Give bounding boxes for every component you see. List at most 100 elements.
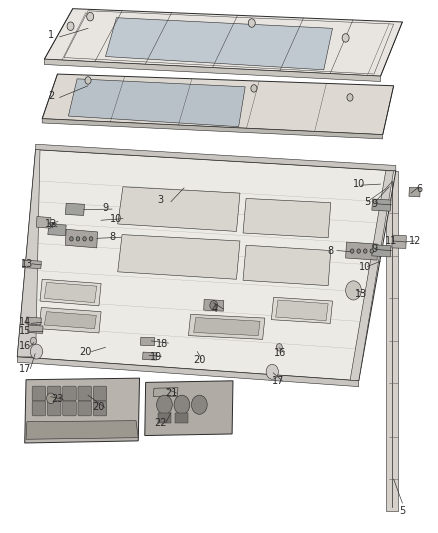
- Polygon shape: [26, 421, 138, 439]
- Text: 9: 9: [371, 245, 377, 254]
- Text: 10: 10: [353, 179, 365, 189]
- Text: 12: 12: [409, 236, 422, 246]
- Circle shape: [357, 249, 360, 253]
- Polygon shape: [145, 381, 233, 435]
- Polygon shape: [409, 187, 420, 197]
- Polygon shape: [44, 312, 96, 329]
- Polygon shape: [204, 300, 224, 311]
- Circle shape: [174, 395, 190, 414]
- Circle shape: [70, 237, 73, 241]
- Circle shape: [347, 94, 353, 101]
- Circle shape: [156, 395, 172, 414]
- Text: 22: 22: [154, 418, 166, 429]
- Text: 23: 23: [51, 394, 64, 405]
- Polygon shape: [392, 235, 406, 248]
- Polygon shape: [243, 198, 331, 238]
- Polygon shape: [26, 317, 41, 325]
- Text: 8: 8: [109, 232, 115, 243]
- FancyBboxPatch shape: [47, 386, 61, 401]
- Polygon shape: [243, 245, 331, 286]
- Text: 20: 20: [193, 354, 205, 365]
- Text: 14: 14: [18, 317, 31, 327]
- Text: 12: 12: [45, 219, 57, 229]
- Polygon shape: [44, 282, 97, 303]
- Circle shape: [30, 337, 36, 345]
- Polygon shape: [372, 199, 391, 211]
- Text: 11: 11: [385, 236, 398, 246]
- Circle shape: [266, 365, 279, 379]
- Text: 19: 19: [149, 352, 162, 362]
- Polygon shape: [68, 79, 245, 127]
- Polygon shape: [143, 352, 157, 360]
- Polygon shape: [36, 216, 51, 228]
- Circle shape: [85, 77, 91, 84]
- FancyBboxPatch shape: [78, 386, 92, 401]
- Polygon shape: [17, 357, 359, 386]
- Polygon shape: [188, 314, 265, 340]
- Circle shape: [30, 344, 42, 359]
- Text: 8: 8: [327, 246, 333, 255]
- Polygon shape: [48, 224, 66, 236]
- FancyBboxPatch shape: [93, 401, 107, 416]
- Polygon shape: [276, 300, 328, 321]
- Polygon shape: [350, 171, 394, 381]
- Polygon shape: [25, 378, 140, 443]
- FancyBboxPatch shape: [93, 386, 107, 401]
- Polygon shape: [42, 74, 394, 135]
- Circle shape: [248, 19, 255, 27]
- Polygon shape: [386, 171, 398, 511]
- Polygon shape: [35, 144, 396, 171]
- Polygon shape: [40, 279, 101, 306]
- Polygon shape: [42, 119, 383, 139]
- Text: 3: 3: [157, 195, 163, 205]
- Text: 2: 2: [48, 91, 54, 101]
- Text: 5: 5: [399, 506, 406, 516]
- Text: 20: 20: [80, 346, 92, 357]
- Polygon shape: [39, 308, 101, 333]
- Polygon shape: [194, 318, 260, 336]
- Polygon shape: [141, 337, 155, 346]
- Polygon shape: [17, 150, 396, 381]
- Polygon shape: [272, 297, 332, 324]
- Polygon shape: [346, 242, 378, 260]
- Text: 17: 17: [272, 376, 284, 386]
- Text: 20: 20: [93, 402, 105, 413]
- Polygon shape: [28, 325, 43, 334]
- Polygon shape: [17, 150, 40, 357]
- Text: 18: 18: [156, 338, 168, 349]
- Circle shape: [350, 249, 354, 253]
- Text: 5: 5: [364, 197, 371, 207]
- Polygon shape: [65, 229, 98, 248]
- Text: 10: 10: [359, 262, 371, 271]
- Circle shape: [276, 344, 283, 351]
- Polygon shape: [44, 9, 403, 76]
- Polygon shape: [118, 187, 240, 231]
- Text: 4: 4: [212, 304, 218, 314]
- Circle shape: [251, 85, 257, 92]
- FancyBboxPatch shape: [32, 401, 46, 416]
- Polygon shape: [118, 235, 240, 279]
- Text: 6: 6: [417, 184, 423, 195]
- Text: 16: 16: [274, 348, 286, 358]
- Circle shape: [191, 395, 207, 414]
- Circle shape: [342, 34, 349, 42]
- FancyBboxPatch shape: [32, 386, 46, 401]
- Text: 9: 9: [371, 199, 377, 209]
- Circle shape: [87, 12, 94, 21]
- Circle shape: [67, 22, 74, 30]
- FancyBboxPatch shape: [47, 401, 61, 416]
- Text: 13: 13: [21, 259, 33, 269]
- Circle shape: [76, 237, 80, 241]
- Text: 10: 10: [110, 214, 123, 224]
- Text: 15: 15: [18, 326, 31, 336]
- Circle shape: [89, 237, 93, 241]
- Bar: [158, 413, 171, 423]
- Bar: [175, 413, 188, 423]
- Text: 1: 1: [48, 30, 54, 41]
- FancyBboxPatch shape: [78, 401, 92, 416]
- FancyBboxPatch shape: [63, 386, 76, 401]
- Circle shape: [210, 301, 218, 310]
- Polygon shape: [372, 245, 391, 257]
- Text: 9: 9: [102, 203, 109, 213]
- Text: 13: 13: [355, 289, 367, 299]
